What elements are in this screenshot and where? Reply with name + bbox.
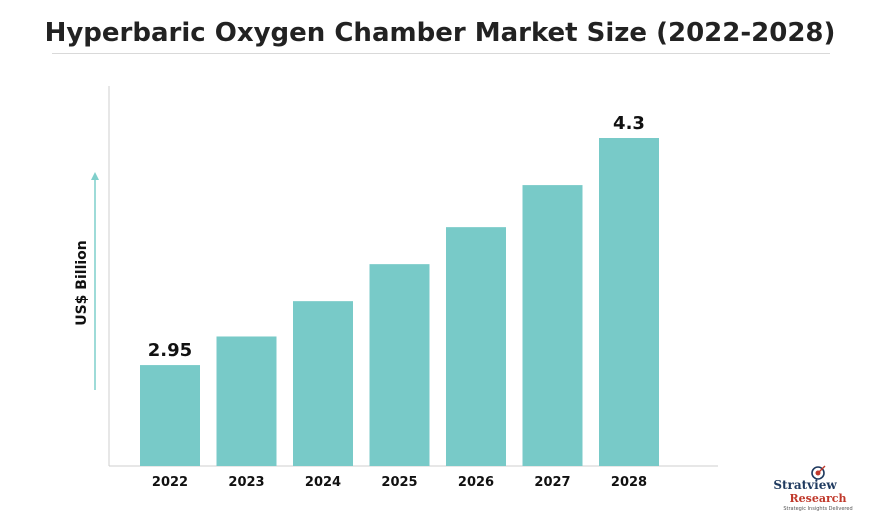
- logo-name: Stratview: [773, 478, 837, 492]
- data-labels: 2.95 4.3: [148, 113, 645, 361]
- stratview-logo: Stratview Research Strategic Insights De…: [770, 464, 870, 514]
- bar-2026: [446, 227, 506, 466]
- target-icon: [811, 465, 826, 480]
- bars: [140, 138, 659, 466]
- chart-title: Hyperbaric Oxygen Chamber Market Size (2…: [44, 18, 836, 48]
- x-tick-2025: 2025: [381, 475, 417, 490]
- y-axis-title: US$ Billion: [74, 240, 90, 326]
- bar-2022: [140, 365, 200, 466]
- data-label-2022: 2.95: [148, 340, 192, 361]
- x-tick-labels: 2022 2023 2024 2025 2026 2027 2028: [152, 475, 647, 490]
- bar-2025: [369, 264, 430, 466]
- bar-2027: [522, 185, 583, 466]
- logo-sub: Research: [789, 492, 847, 505]
- x-tick-2027: 2027: [534, 475, 570, 490]
- x-tick-2022: 2022: [152, 475, 188, 490]
- x-tick-2024: 2024: [305, 475, 341, 490]
- x-tick-2028: 2028: [611, 475, 647, 490]
- bar-2023: [216, 336, 277, 466]
- x-tick-2023: 2023: [228, 475, 264, 490]
- bar-2024: [293, 301, 353, 466]
- x-tick-2026: 2026: [458, 475, 494, 490]
- title-divider: [52, 53, 830, 54]
- bar-2028: [599, 138, 659, 466]
- y-axis-arrow-head: [91, 172, 99, 180]
- logo-tagline: Strategic Insights Delivered: [783, 506, 853, 512]
- data-label-2028: 4.3: [613, 113, 645, 134]
